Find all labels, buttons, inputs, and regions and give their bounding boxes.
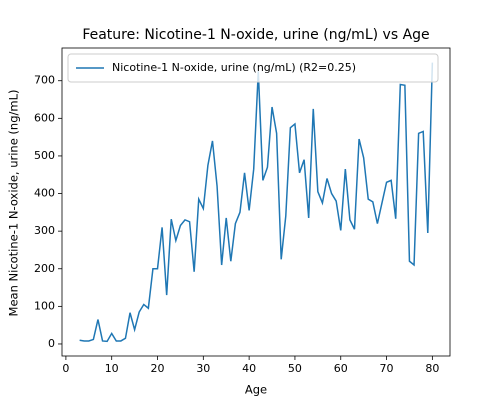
- x-axis-label: Age: [245, 383, 267, 397]
- legend-label: Nicotine-1 N-oxide, urine (ng/mL) (R2=0.…: [112, 61, 356, 74]
- y-axis-label: Mean Nicotine-1 N-oxide, urine (ng/mL): [7, 90, 21, 317]
- y-tick-label: 700: [34, 74, 55, 87]
- x-tick-label: 10: [105, 362, 119, 375]
- x-tick-label: 20: [151, 362, 165, 375]
- chart-title: Feature: Nicotine-1 N-oxide, urine (ng/m…: [82, 27, 429, 43]
- x-tick-label: 80: [425, 362, 439, 375]
- x-tick-label: 50: [288, 362, 302, 375]
- y-tick-label: 100: [34, 299, 55, 312]
- y-tick-label: 500: [34, 149, 55, 162]
- x-tick-label: 30: [196, 362, 210, 375]
- y-tick-label: 600: [34, 111, 55, 124]
- y-tick-label: 0: [48, 337, 55, 350]
- y-tick-label: 400: [34, 187, 55, 200]
- line: [79, 62, 434, 343]
- legend-box: [67, 53, 439, 83]
- plot-area: [61, 47, 451, 357]
- y-tick-label: 300: [34, 224, 55, 237]
- x-tick-label: 70: [380, 362, 394, 375]
- x-tick-label: 40: [242, 362, 256, 375]
- x-tick-label: 60: [334, 362, 348, 375]
- x-tick-label: 0: [62, 362, 69, 375]
- y-tick-label: 200: [34, 262, 55, 275]
